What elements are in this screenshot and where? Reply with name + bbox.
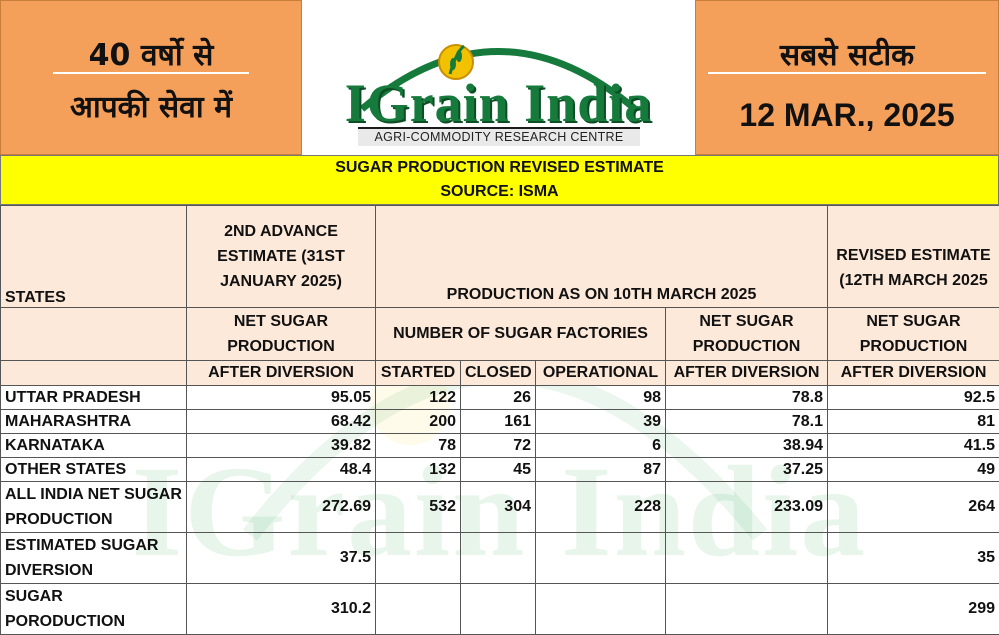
logo: IGrain India AGRI-COMMODITY RESEARCH CEN… <box>302 0 695 155</box>
net-cell: 78.1 <box>666 410 828 434</box>
net-cell: 37.25 <box>666 458 828 482</box>
left-divider <box>53 72 249 74</box>
operational-cell <box>536 533 666 584</box>
col-net-sugar-adv: NET SUGAR PRODUCTION <box>187 308 376 361</box>
table-row: KARNATAKA 39.82 78 72 6 38.94 41.5 <box>1 434 999 458</box>
net-cell <box>666 584 828 635</box>
closed-cell: 72 <box>461 434 536 458</box>
started-cell: 200 <box>376 410 461 434</box>
adv-cell: 68.42 <box>187 410 376 434</box>
col-net-sugar-prod: NET SUGAR PRODUCTION <box>666 308 828 361</box>
operational-cell: 39 <box>536 410 666 434</box>
table-row: ALL INDIA NET SUGAR PRODUCTION 272.69 53… <box>1 482 999 533</box>
report-source: SOURCE: ISMA <box>1 180 998 204</box>
started-cell: 78 <box>376 434 461 458</box>
state-cell: ESTIMATED SUGAR DIVERSION <box>1 533 187 584</box>
col-after-diversion-rev: AFTER DIVERSION <box>828 361 999 386</box>
state-cell: MAHARASHTRA <box>1 410 187 434</box>
operational-cell: 87 <box>536 458 666 482</box>
logo-name: IGrain India <box>302 72 695 134</box>
net-cell: 78.8 <box>666 386 828 410</box>
left-tagline-line1: 40 वर्षो से <box>1 33 301 74</box>
col-number-factories: NUMBER OF SUGAR FACTORIES <box>376 308 666 361</box>
header-row-1: STATES 2ND ADVANCE ESTIMATE (31ST JANUAR… <box>1 206 999 308</box>
adv-cell: 310.2 <box>187 584 376 635</box>
right-tagline: सबसे सटीक <box>696 33 998 74</box>
net-cell: 38.94 <box>666 434 828 458</box>
col-production-as-on: PRODUCTION AS ON 10TH MARCH 2025 <box>376 206 828 308</box>
state-cell: UTTAR PRADESH <box>1 386 187 410</box>
col-second-advance: 2ND ADVANCE ESTIMATE (31ST JANUARY 2025) <box>187 206 376 308</box>
state-cell: KARNATAKA <box>1 434 187 458</box>
started-cell <box>376 533 461 584</box>
closed-cell <box>461 584 536 635</box>
table-row: OTHER STATES 48.4 132 45 87 37.25 49 <box>1 458 999 482</box>
operational-cell <box>536 584 666 635</box>
revised-cell: 35 <box>828 533 999 584</box>
right-divider <box>708 72 986 74</box>
col-blank <box>1 308 187 361</box>
col-operational: OPERATIONAL <box>536 361 666 386</box>
table-row: UTTAR PRADESH 95.05 122 26 98 78.8 92.5 <box>1 386 999 410</box>
closed-cell <box>461 533 536 584</box>
sugar-production-table: STATES 2ND ADVANCE ESTIMATE (31ST JANUAR… <box>0 205 999 635</box>
header-row-2: NET SUGAR PRODUCTION NUMBER OF SUGAR FAC… <box>1 308 999 361</box>
state-cell: SUGAR PORODUCTION <box>1 584 187 635</box>
col-closed: CLOSED <box>461 361 536 386</box>
adv-cell: 39.82 <box>187 434 376 458</box>
adv-cell: 48.4 <box>187 458 376 482</box>
net-cell: 233.09 <box>666 482 828 533</box>
col-net-sugar-rev: NET SUGAR PRODUCTION <box>828 308 999 361</box>
net-cell <box>666 533 828 584</box>
left-tagline-box: 40 वर्षो से आपकी सेवा में <box>0 0 302 155</box>
table-row: MAHARASHTRA 68.42 200 161 39 78.1 81 <box>1 410 999 434</box>
revised-cell: 49 <box>828 458 999 482</box>
started-cell: 122 <box>376 386 461 410</box>
title-bar: SUGAR PRODUCTION REVISED ESTIMATE SOURCE… <box>0 155 999 205</box>
left-tagline-line2: आपकी सेवा में <box>1 85 301 126</box>
revised-cell: 299 <box>828 584 999 635</box>
state-cell: OTHER STATES <box>1 458 187 482</box>
adv-cell: 95.05 <box>187 386 376 410</box>
col-blank-2 <box>1 361 187 386</box>
col-revised-estimate: REVISED ESTIMATE (12TH MARCH 2025 <box>828 206 999 308</box>
revised-cell: 264 <box>828 482 999 533</box>
header-banner: 40 वर्षो से आपकी सेवा में IGrain India A… <box>0 0 999 155</box>
revised-cell: 81 <box>828 410 999 434</box>
closed-cell: 304 <box>461 482 536 533</box>
closed-cell: 161 <box>461 410 536 434</box>
revised-cell: 92.5 <box>828 386 999 410</box>
col-states: STATES <box>1 206 187 308</box>
started-cell: 132 <box>376 458 461 482</box>
started-cell: 532 <box>376 482 461 533</box>
adv-cell: 37.5 <box>187 533 376 584</box>
closed-cell: 45 <box>461 458 536 482</box>
table-row: SUGAR PORODUCTION 310.2 299 <box>1 584 999 635</box>
logo-tagline: AGRI-COMMODITY RESEARCH CENTRE <box>358 127 640 146</box>
report-date: 12 MAR., 2025 <box>696 97 998 134</box>
state-cell: ALL INDIA NET SUGAR PRODUCTION <box>1 482 187 533</box>
table-row: ESTIMATED SUGAR DIVERSION 37.5 35 <box>1 533 999 584</box>
revised-cell: 41.5 <box>828 434 999 458</box>
right-tagline-box: सबसे सटीक 12 MAR., 2025 <box>695 0 999 155</box>
col-after-diversion-adv: AFTER DIVERSION <box>187 361 376 386</box>
col-started: STARTED <box>376 361 461 386</box>
operational-cell: 228 <box>536 482 666 533</box>
operational-cell: 98 <box>536 386 666 410</box>
col-after-diversion-prod: AFTER DIVERSION <box>666 361 828 386</box>
adv-cell: 272.69 <box>187 482 376 533</box>
closed-cell: 26 <box>461 386 536 410</box>
operational-cell: 6 <box>536 434 666 458</box>
started-cell <box>376 584 461 635</box>
report-title: SUGAR PRODUCTION REVISED ESTIMATE <box>1 156 998 180</box>
header-row-3: AFTER DIVERSION STARTED CLOSED OPERATION… <box>1 361 999 386</box>
